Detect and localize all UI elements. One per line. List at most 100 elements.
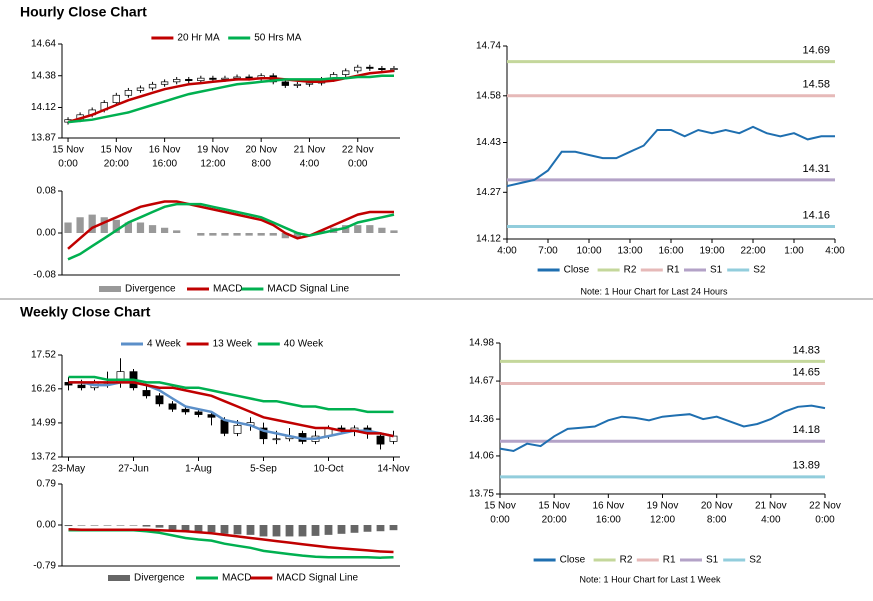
x-tick-label: 16:00 <box>596 515 621 526</box>
y-tick-label: 14.58 <box>476 90 501 101</box>
divergence-bar <box>209 233 217 236</box>
divergence-bar <box>112 219 120 233</box>
divergence-bar <box>337 525 346 534</box>
y-tick-label: 14.43 <box>476 137 501 148</box>
y-tick-label: 14.99 <box>31 418 56 429</box>
y-tick-label: -0.08 <box>33 270 56 281</box>
x-tick-label: 22 Nov <box>809 501 841 512</box>
legend-label: MACD Signal Line <box>267 284 349 295</box>
x-tick-label: 16:00 <box>658 246 683 257</box>
candle-body <box>168 403 177 410</box>
x-tick-label: 0:00 <box>348 159 368 170</box>
x-tick-label: 4:00 <box>761 515 781 526</box>
legend-label: R2 <box>624 265 637 276</box>
divergence-bar <box>124 222 133 233</box>
divergence-bar <box>76 217 84 233</box>
x-tick-label: 15 Nov <box>538 501 570 512</box>
section-title: Hourly Close Chart <box>20 4 147 20</box>
divergence-bar <box>259 525 268 537</box>
divergence-bar <box>245 233 253 236</box>
pivot-label: 13.89 <box>792 460 820 472</box>
candle-body <box>197 77 205 81</box>
divergence-bar <box>246 525 255 535</box>
x-tick-label: 5-Sep <box>250 464 277 475</box>
divergence-bar <box>103 525 112 526</box>
candle-body <box>390 68 398 70</box>
legend-label: 4 Week <box>147 339 182 350</box>
x-tick-label: 21 Nov <box>294 145 326 156</box>
x-tick-label: 19 Nov <box>647 501 679 512</box>
candle-body <box>366 66 374 69</box>
x-tick-label: 14-Nov <box>377 464 409 475</box>
x-tick-label: 19 Nov <box>197 145 229 156</box>
series-line <box>499 404 826 453</box>
legend-label: S2 <box>753 265 766 276</box>
candle-body <box>342 70 350 75</box>
divergence-bar <box>363 525 372 532</box>
divergence-bar <box>378 227 386 233</box>
chart-note: Note: 1 Hour Chart for Last 24 Hours <box>580 286 728 296</box>
y-tick-label: 0.00 <box>37 228 57 239</box>
candle-body <box>142 390 151 397</box>
x-tick-label: 16 Nov <box>149 145 181 156</box>
y-tick-label: 0.08 <box>37 186 57 197</box>
y-tick-label: 14.06 <box>469 451 494 462</box>
x-tick-label: 4:00 <box>300 159 320 170</box>
x-tick-label: 0:00 <box>815 515 835 526</box>
divergence-bar <box>285 525 294 537</box>
divergence-bar <box>148 225 157 233</box>
divergence-bar <box>233 525 242 535</box>
y-tick-label: 14.36 <box>469 414 494 425</box>
x-tick-label: 0:00 <box>490 515 510 526</box>
x-tick-label: 0:00 <box>58 159 78 170</box>
divergence-bar <box>194 525 203 533</box>
candle-body <box>233 76 241 79</box>
candle-body <box>136 87 145 91</box>
x-tick-label: 4:00 <box>825 246 845 257</box>
divergence-bar <box>90 525 99 526</box>
x-tick-label: 20 Nov <box>245 145 277 156</box>
x-tick-label: 16 Nov <box>592 501 624 512</box>
candle-body <box>233 424 242 434</box>
divergence-bar <box>298 525 307 537</box>
divergence-bar <box>136 222 145 233</box>
divergence-bar <box>221 233 229 236</box>
divergence-bar <box>88 214 96 233</box>
divergence-bar <box>281 233 289 239</box>
candle-body <box>220 419 229 434</box>
legend-label: Divergence <box>134 573 185 584</box>
legend-label: R1 <box>663 555 676 566</box>
x-tick-label: 16:00 <box>152 159 177 170</box>
candle-body <box>77 384 86 389</box>
x-tick-label: 7:00 <box>538 246 558 257</box>
x-tick-label: 12:00 <box>650 515 675 526</box>
candle-body <box>173 79 181 83</box>
candle-body <box>354 66 362 72</box>
legend-label: 20 Hr MA <box>177 33 220 44</box>
y-tick-label: 13.72 <box>31 452 56 463</box>
candle-body <box>155 395 164 405</box>
divergence-bar <box>64 525 73 527</box>
x-tick-label: 20:00 <box>542 515 567 526</box>
divergence-bar <box>160 227 169 233</box>
divergence-bar <box>173 230 181 233</box>
x-tick-label: 8:00 <box>251 159 271 170</box>
candle-body <box>259 427 268 440</box>
candle-body <box>181 408 190 413</box>
x-tick-label: 20:00 <box>104 159 129 170</box>
y-tick-label: 14.38 <box>31 70 56 81</box>
section-title: Weekly Close Chart <box>20 304 151 320</box>
divergence-bar <box>389 525 398 531</box>
candle-body <box>272 438 281 441</box>
candle-body <box>194 411 203 415</box>
x-tick-label: 4:00 <box>497 246 517 257</box>
pivot-label: 14.31 <box>802 163 830 175</box>
pivot-label: 14.65 <box>792 366 820 378</box>
divergence-bar <box>116 525 125 526</box>
x-tick-label: 15 Nov <box>100 145 132 156</box>
legend-label: R1 <box>667 265 680 276</box>
divergence-bar <box>155 525 164 528</box>
pivot-label: 14.69 <box>802 44 830 56</box>
candle-body <box>124 90 133 96</box>
legend-label: MACD <box>222 573 251 584</box>
